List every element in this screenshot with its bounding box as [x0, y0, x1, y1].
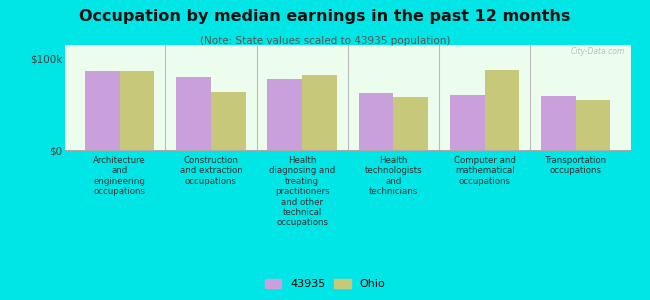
Text: Occupation by median earnings in the past 12 months: Occupation by median earnings in the pas…	[79, 9, 571, 24]
Bar	[120, 71, 155, 150]
Legend: 43935, Ohio: 43935, Ohio	[263, 277, 387, 291]
Bar	[484, 70, 519, 150]
Text: Health
diagnosing and
treating
practitioners
and other
technical
occupations: Health diagnosing and treating practitio…	[269, 156, 335, 227]
Bar	[302, 75, 337, 150]
Bar	[393, 97, 428, 150]
Text: Transportation
occupations: Transportation occupations	[545, 156, 607, 176]
Bar	[576, 100, 610, 150]
Bar	[85, 70, 120, 150]
Bar	[541, 96, 576, 150]
Bar	[450, 95, 484, 150]
Text: (Note: State values scaled to 43935 population): (Note: State values scaled to 43935 popu…	[200, 36, 450, 46]
Text: Construction
and extraction
occupations: Construction and extraction occupations	[179, 156, 242, 186]
Bar	[211, 92, 246, 150]
Text: Computer and
mathematical
occupations: Computer and mathematical occupations	[454, 156, 515, 186]
Text: City-Data.com: City-Data.com	[571, 47, 625, 56]
Text: Health
technologists
and
technicians: Health technologists and technicians	[365, 156, 422, 196]
Bar	[268, 79, 302, 150]
Bar	[176, 77, 211, 150]
Text: Architecture
and
engineering
occupations: Architecture and engineering occupations	[94, 156, 146, 196]
Bar	[359, 93, 393, 150]
